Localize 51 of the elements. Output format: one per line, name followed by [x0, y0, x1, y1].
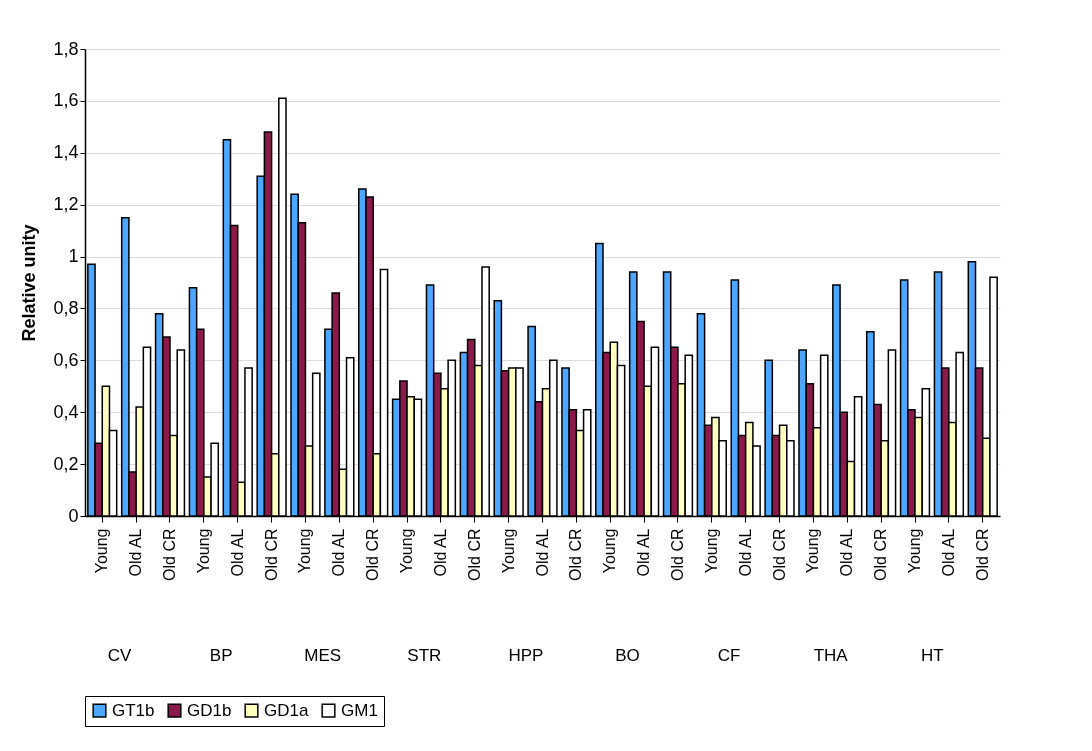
text: MES [304, 646, 342, 665]
x-tick-label: Old CR [465, 528, 483, 581]
x-tick-label: Old CR [770, 528, 788, 581]
y-tick-label: 0,4 [53, 401, 79, 422]
x-tick-label: Young [804, 528, 822, 574]
x-tick-label: Old CR [872, 528, 890, 581]
x-tick-label: Old AL [939, 528, 957, 577]
x-tick-label: Old AL [228, 528, 246, 577]
y-axis-title: Relative unity [19, 224, 40, 342]
y-tick-label: 1,4 [53, 142, 79, 163]
y-tick-label: 1,8 [53, 38, 79, 59]
x-tick-label: Old AL [635, 528, 653, 577]
x-tick-label: Old CR [973, 528, 991, 581]
x-tick-label: Young [906, 528, 923, 574]
x-tick-label: Old AL [127, 528, 145, 577]
x-tick-label: Old AL [736, 528, 754, 577]
x-tick-label: Old CR [262, 528, 280, 581]
text: HPP [508, 646, 544, 665]
y-tick-label: 0,8 [53, 297, 79, 318]
y-tick-label: 0,6 [53, 349, 79, 370]
x-tick-label: Young [194, 528, 212, 574]
text: THA [813, 646, 849, 665]
y-tick-label: 0 [68, 505, 79, 526]
legend-label: GD1b [187, 700, 232, 720]
x-tick-label: Old AL [533, 528, 551, 577]
y-tick-label: 0,2 [53, 453, 79, 474]
x-tick-label: Old AL [431, 528, 449, 577]
legend-label: GD1a [264, 700, 309, 720]
x-tick-label: Old CR [567, 528, 585, 581]
x-tick-label: Old AL [330, 528, 348, 577]
x-tick-label: Young [398, 528, 416, 574]
text: CV [107, 646, 133, 665]
x-tick-label: Young [601, 528, 619, 574]
text: HT [920, 646, 944, 665]
x-tick-label: Old AL [838, 528, 856, 577]
legend-label: GT1b [112, 700, 155, 720]
x-tick-label: Young [93, 528, 111, 574]
text: CF [717, 646, 741, 665]
x-tick-label: Old CR [364, 528, 382, 581]
text: BO [615, 646, 640, 665]
y-tick-label: 1 [68, 246, 79, 267]
x-tick-label: Young [296, 528, 314, 574]
x-tick-label: Old CR [668, 528, 686, 581]
x-tick-label: Young [702, 528, 720, 574]
text: STR [407, 646, 442, 665]
x-tick-label: Old CR [161, 528, 178, 581]
y-tick-label: 1,2 [53, 194, 79, 215]
text: BP [209, 646, 233, 665]
x-tick-label: Young [499, 528, 517, 574]
legend-label: GM1 [341, 700, 378, 720]
y-tick-label: 1,6 [53, 90, 79, 111]
